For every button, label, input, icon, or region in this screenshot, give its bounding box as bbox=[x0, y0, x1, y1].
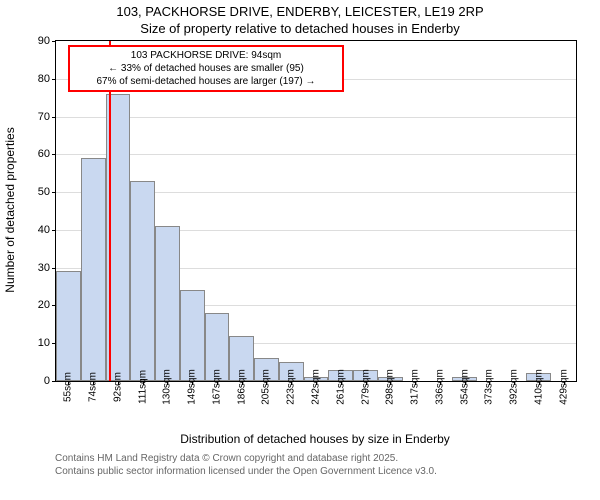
y-tick-mark bbox=[52, 230, 56, 231]
y-tick-label: 0 bbox=[44, 375, 50, 387]
x-tick-label: 392sqm bbox=[509, 369, 520, 405]
x-tick-mark bbox=[564, 381, 565, 385]
y-tick-mark bbox=[52, 192, 56, 193]
footer-attribution: Contains HM Land Registry data © Crown c… bbox=[55, 452, 437, 478]
x-tick-label: 74sqm bbox=[88, 372, 99, 402]
grid-line bbox=[56, 154, 576, 155]
x-tick-mark bbox=[68, 381, 69, 385]
x-tick-mark bbox=[390, 381, 391, 385]
y-tick-mark bbox=[52, 79, 56, 80]
x-tick-label: 298sqm bbox=[385, 369, 396, 405]
y-tick-label: 40 bbox=[38, 224, 50, 236]
x-tick-mark bbox=[539, 381, 540, 385]
grid-line bbox=[56, 117, 576, 118]
y-tick-label: 30 bbox=[38, 262, 50, 274]
y-tick-mark bbox=[52, 381, 56, 382]
x-tick-label: 336sqm bbox=[434, 369, 445, 405]
y-tick-label: 10 bbox=[38, 337, 50, 349]
x-tick-mark bbox=[291, 381, 292, 385]
info-box-line2: ← 33% of detached houses are smaller (95… bbox=[76, 62, 336, 75]
y-tick-label: 20 bbox=[38, 299, 50, 311]
x-tick-mark bbox=[514, 381, 515, 385]
x-axis-label: Distribution of detached houses by size … bbox=[180, 432, 450, 446]
x-tick-label: 92sqm bbox=[112, 372, 123, 402]
x-tick-label: 354sqm bbox=[459, 369, 470, 405]
y-tick-mark bbox=[52, 41, 56, 42]
x-tick-label: 205sqm bbox=[261, 369, 272, 405]
x-tick-label: 186sqm bbox=[236, 369, 247, 405]
x-tick-label: 111sqm bbox=[137, 370, 148, 404]
x-tick-label: 223sqm bbox=[286, 369, 297, 405]
x-tick-label: 130sqm bbox=[162, 369, 173, 405]
x-tick-mark bbox=[266, 381, 267, 385]
footer-line1: Contains HM Land Registry data © Crown c… bbox=[55, 452, 437, 465]
chart-title-line1: 103, PACKHORSE DRIVE, ENDERBY, LEICESTER… bbox=[0, 0, 600, 21]
histogram-bar bbox=[130, 181, 155, 381]
x-tick-mark bbox=[167, 381, 168, 385]
x-tick-mark bbox=[341, 381, 342, 385]
x-tick-label: 429sqm bbox=[558, 369, 569, 405]
x-tick-label: 55sqm bbox=[63, 372, 74, 402]
x-tick-label: 261sqm bbox=[335, 369, 346, 405]
histogram-bar bbox=[81, 158, 106, 381]
x-tick-mark bbox=[192, 381, 193, 385]
footer-line2: Contains public sector information licen… bbox=[55, 465, 437, 478]
x-tick-label: 149sqm bbox=[187, 369, 198, 405]
y-tick-mark bbox=[52, 268, 56, 269]
y-tick-label: 60 bbox=[38, 148, 50, 160]
x-tick-mark bbox=[242, 381, 243, 385]
x-tick-label: 373sqm bbox=[484, 369, 495, 405]
x-tick-label: 242sqm bbox=[311, 369, 322, 405]
chart-plot-area: 010203040506070809055sqm74sqm92sqm111sqm… bbox=[55, 40, 577, 382]
histogram-bar bbox=[155, 226, 180, 381]
y-tick-label: 90 bbox=[38, 35, 50, 47]
y-tick-mark bbox=[52, 154, 56, 155]
x-tick-mark bbox=[93, 381, 94, 385]
y-tick-mark bbox=[52, 117, 56, 118]
y-tick-label: 50 bbox=[38, 186, 50, 198]
x-tick-label: 317sqm bbox=[410, 369, 421, 405]
x-tick-mark bbox=[217, 381, 218, 385]
property-info-box: 103 PACKHORSE DRIVE: 94sqm← 33% of detac… bbox=[68, 45, 344, 92]
x-tick-mark bbox=[440, 381, 441, 385]
x-tick-mark bbox=[143, 381, 144, 385]
x-tick-mark bbox=[118, 381, 119, 385]
x-tick-mark bbox=[489, 381, 490, 385]
x-tick-label: 410sqm bbox=[533, 369, 544, 405]
x-tick-label: 279sqm bbox=[360, 369, 371, 405]
property-marker-line bbox=[109, 41, 111, 381]
info-box-line3: 67% of semi-detached houses are larger (… bbox=[76, 75, 336, 88]
chart-title-line2: Size of property relative to detached ho… bbox=[0, 21, 600, 38]
info-box-line1: 103 PACKHORSE DRIVE: 94sqm bbox=[76, 49, 336, 62]
y-tick-label: 80 bbox=[38, 73, 50, 85]
y-tick-label: 70 bbox=[38, 111, 50, 123]
x-tick-label: 167sqm bbox=[211, 369, 222, 405]
histogram-bar bbox=[180, 290, 205, 381]
x-tick-mark bbox=[465, 381, 466, 385]
x-tick-mark bbox=[316, 381, 317, 385]
x-tick-mark bbox=[415, 381, 416, 385]
histogram-bar bbox=[56, 271, 81, 381]
x-tick-mark bbox=[366, 381, 367, 385]
